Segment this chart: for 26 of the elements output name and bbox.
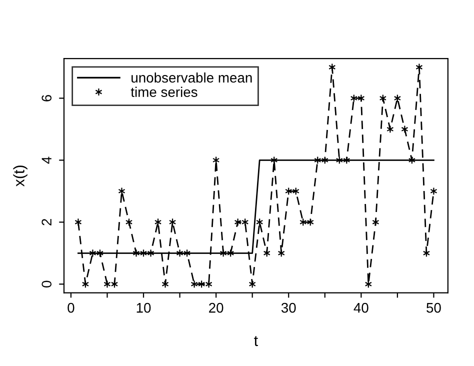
point (430, 187, 438, 196)
legend-label: time series (130, 86, 198, 97)
x-tick-label: 40 (354, 302, 368, 313)
x-tick-label: 10 (136, 302, 151, 313)
y-axis-title: x(t) (13, 166, 28, 187)
point (74, 218, 82, 226)
x-tick-label: 50 (426, 302, 441, 313)
legend-label: unobservable mean (132, 72, 252, 83)
point (89, 249, 96, 258)
y-tick-label: 0 (42, 280, 52, 288)
y-tick-label: 2 (42, 218, 52, 226)
point (205, 280, 212, 288)
point (118, 187, 126, 196)
point (147, 249, 154, 258)
point (104, 280, 111, 288)
point (162, 280, 169, 288)
x-tick-label: 0 (68, 302, 74, 313)
x-axis-title: t (254, 336, 258, 346)
y-tick-label: 4 (42, 156, 52, 164)
x-tick-label: 30 (281, 302, 296, 313)
point (132, 249, 140, 258)
point (416, 63, 423, 72)
x-tick-label: 20 (209, 302, 224, 313)
point (190, 280, 198, 288)
point (176, 249, 184, 258)
y-tick-label: 6 (42, 94, 52, 102)
